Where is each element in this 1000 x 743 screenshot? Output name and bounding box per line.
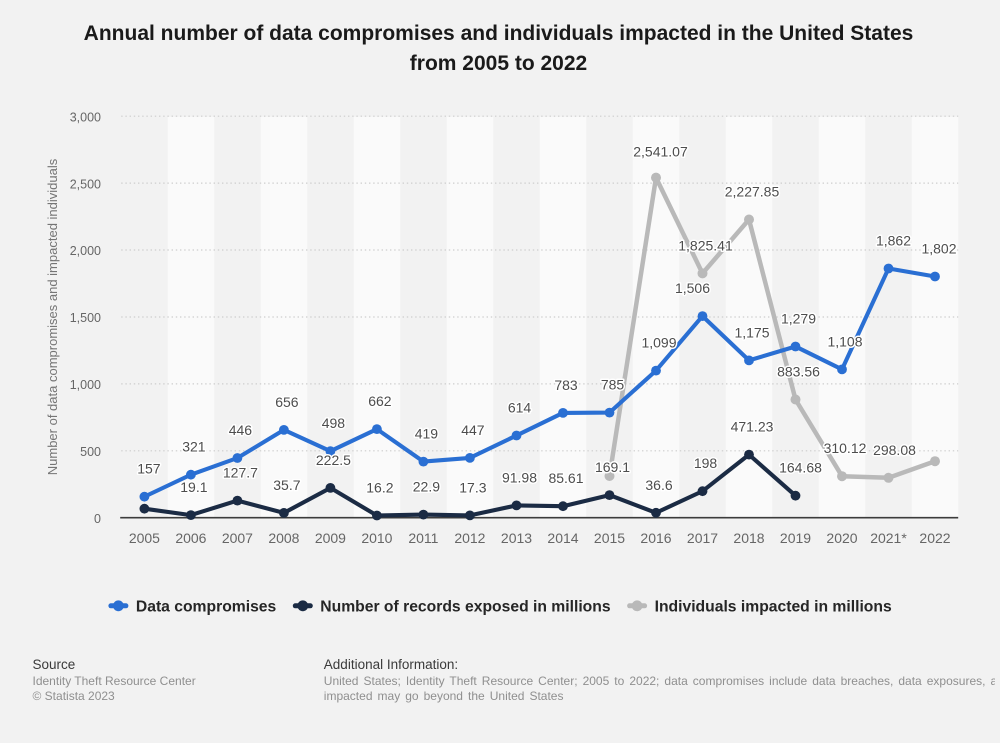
svg-text:35.7: 35.7 [273, 477, 300, 493]
svg-text:157: 157 [137, 461, 161, 477]
svg-text:2018: 2018 [733, 530, 764, 546]
svg-text:22.9: 22.9 [413, 479, 440, 495]
svg-text:1,825.41: 1,825.41 [678, 237, 733, 253]
svg-text:Number of records exposed in m: Number of records exposed in millions [320, 599, 611, 616]
svg-text:1,506: 1,506 [675, 280, 710, 296]
svg-text:2,227.85: 2,227.85 [725, 184, 780, 200]
svg-text:883.56: 883.56 [777, 364, 820, 380]
svg-text:127.7: 127.7 [223, 465, 258, 481]
svg-text:2016: 2016 [640, 530, 671, 546]
svg-text:169.1: 169.1 [595, 459, 630, 475]
svg-text:310.12: 310.12 [824, 440, 867, 456]
svg-text:1,279: 1,279 [781, 311, 816, 327]
svg-text:1,862: 1,862 [876, 233, 911, 249]
svg-text:1,108: 1,108 [827, 333, 862, 349]
svg-text:2013: 2013 [501, 530, 532, 546]
svg-text:298.08: 298.08 [873, 442, 916, 458]
svg-text:1,500: 1,500 [70, 311, 101, 325]
svg-text:2022: 2022 [919, 530, 950, 546]
svg-text:1,175: 1,175 [734, 324, 769, 340]
svg-text:2006: 2006 [175, 530, 206, 546]
svg-text:2010: 2010 [361, 530, 392, 546]
svg-text:498: 498 [322, 415, 346, 431]
svg-text:17.3: 17.3 [459, 479, 486, 495]
svg-text:419: 419 [415, 426, 439, 442]
svg-text:783: 783 [554, 377, 578, 393]
svg-text:19.1: 19.1 [180, 479, 207, 495]
svg-text:2005: 2005 [129, 530, 160, 546]
svg-text:2,500: 2,500 [70, 177, 101, 191]
svg-text:36.6: 36.6 [645, 477, 672, 493]
svg-text:656: 656 [275, 394, 299, 410]
svg-text:2007: 2007 [222, 530, 253, 546]
svg-text:198: 198 [694, 455, 718, 471]
svg-text:Individuals impacted in millio: Individuals impacted in millions [655, 599, 892, 616]
svg-text:3,000: 3,000 [70, 110, 101, 124]
svg-text:447: 447 [461, 422, 485, 438]
svg-text:2020: 2020 [826, 530, 857, 546]
svg-text:1,000: 1,000 [70, 378, 101, 392]
svg-text:446: 446 [229, 422, 253, 438]
svg-text:2,000: 2,000 [70, 244, 101, 258]
svg-text:471.23: 471.23 [731, 419, 774, 435]
svg-text:1,099: 1,099 [641, 335, 676, 351]
svg-text:2014: 2014 [547, 530, 578, 546]
svg-text:1,802: 1,802 [921, 241, 956, 257]
svg-text:Data compromises: Data compromises [136, 599, 277, 616]
svg-text:2017: 2017 [687, 530, 718, 546]
svg-text:662: 662 [368, 393, 392, 409]
svg-text:2021*: 2021* [870, 530, 907, 546]
svg-text:2009: 2009 [315, 530, 346, 546]
svg-text:2011: 2011 [408, 530, 438, 546]
svg-text:0: 0 [94, 512, 101, 526]
svg-text:164.68: 164.68 [779, 460, 822, 476]
svg-text:16.2: 16.2 [366, 480, 393, 496]
svg-text:2008: 2008 [268, 530, 299, 546]
svg-text:91.98: 91.98 [502, 469, 537, 485]
svg-text:614: 614 [508, 400, 532, 416]
svg-text:Number of data compromises and: Number of data compromises and impacted … [45, 158, 60, 475]
svg-text:321: 321 [182, 439, 206, 455]
svg-text:500: 500 [80, 445, 101, 459]
svg-text:2019: 2019 [780, 530, 811, 546]
svg-text:2015: 2015 [594, 530, 625, 546]
svg-text:785: 785 [601, 377, 625, 393]
svg-text:2012: 2012 [454, 530, 485, 546]
svg-text:2,541.07: 2,541.07 [633, 144, 688, 160]
svg-text:85.61: 85.61 [548, 470, 583, 486]
svg-text:222.5: 222.5 [316, 452, 351, 468]
